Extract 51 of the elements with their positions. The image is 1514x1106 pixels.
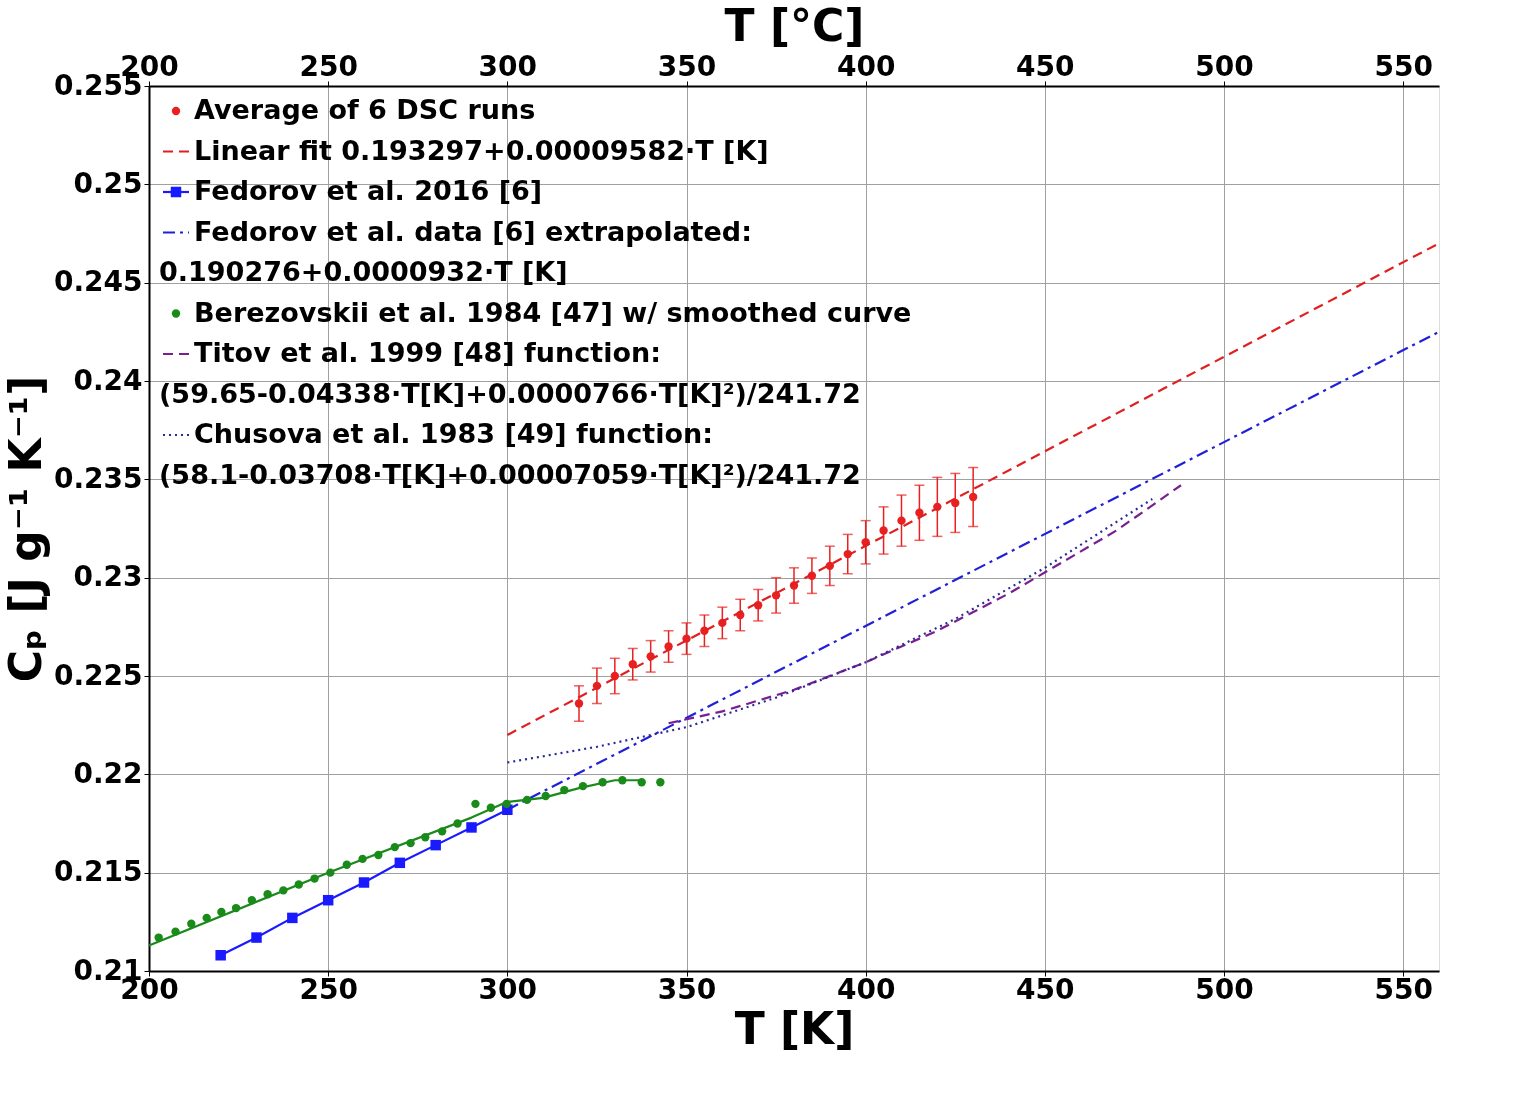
line-series xyxy=(506,497,1154,764)
legend-label: Linear fit 0.193297+0.00009582·T [K] xyxy=(194,134,769,166)
x2-tick-label: 400 xyxy=(836,49,896,83)
x2-tick-label: 300 xyxy=(478,49,538,83)
point xyxy=(358,877,370,888)
point xyxy=(187,919,196,928)
legend-label: Berezovskii et al. 1984 [47] w/ smoothed curve xyxy=(194,296,912,328)
point xyxy=(968,492,978,502)
point xyxy=(287,912,298,924)
x-tick-label: 450 xyxy=(1016,972,1075,1006)
y-tick-label: 0.245 xyxy=(53,265,143,299)
point xyxy=(430,839,441,851)
point xyxy=(574,699,584,708)
y-tick-label: 0.235 xyxy=(53,461,143,495)
x2-tick-label: 550 xyxy=(1374,49,1433,83)
point xyxy=(897,516,906,525)
y-tick-label: 0.23 xyxy=(73,560,143,594)
point xyxy=(251,932,262,943)
y-tick-label: 0.24 xyxy=(73,363,143,397)
x2-tick-label: 500 xyxy=(1195,49,1254,83)
y-axis-title: Cₚ [J g⁻¹ K⁻¹] xyxy=(0,375,51,683)
x2-tick-label: 250 xyxy=(299,49,358,83)
legend-label: Fedorov et al. 2016 [6] xyxy=(194,175,543,206)
y-tick-label: 0.225 xyxy=(53,658,143,692)
x2-axis-title: T [°C] xyxy=(724,0,865,51)
point xyxy=(682,634,691,643)
point xyxy=(215,950,226,961)
legend-label: Fedorov et al. data [6] extrapolated: 0.190276+0.0000932·T [K] xyxy=(159,215,752,287)
y-tick-label: 0.22 xyxy=(73,756,143,790)
point xyxy=(656,778,665,787)
x-tick-label: 300 xyxy=(478,972,538,1006)
point xyxy=(879,526,888,535)
legend-label: Titov et al. 1999 [48] function: (59.65-0.04338·T[K]+0.0000766·T[K]²)/241.72 xyxy=(159,337,861,409)
legend-label: Average of 6 DSC runs xyxy=(194,94,536,125)
point xyxy=(637,778,646,787)
x-tick-label: 550 xyxy=(1374,972,1433,1006)
point xyxy=(628,660,637,669)
x2-tick-label: 450 xyxy=(1016,49,1075,83)
x-tick-label: 250 xyxy=(299,972,358,1006)
x-tick-label: 500 xyxy=(1195,972,1254,1006)
x-tick-label: 350 xyxy=(657,972,717,1006)
point xyxy=(825,561,835,571)
point xyxy=(322,894,334,906)
point xyxy=(471,799,480,809)
legend-label: Chusova et al. 1983 [49] function: (58.1-0.03708·T[K]+0.00007059·T[K]²)/241.72 xyxy=(159,418,861,490)
point xyxy=(466,822,477,833)
point xyxy=(915,508,924,517)
point xyxy=(394,857,406,869)
x2-tick-label: 350 xyxy=(657,49,717,83)
y-tick-label: 0.215 xyxy=(53,855,143,889)
y-tick-label: 0.25 xyxy=(73,166,143,200)
